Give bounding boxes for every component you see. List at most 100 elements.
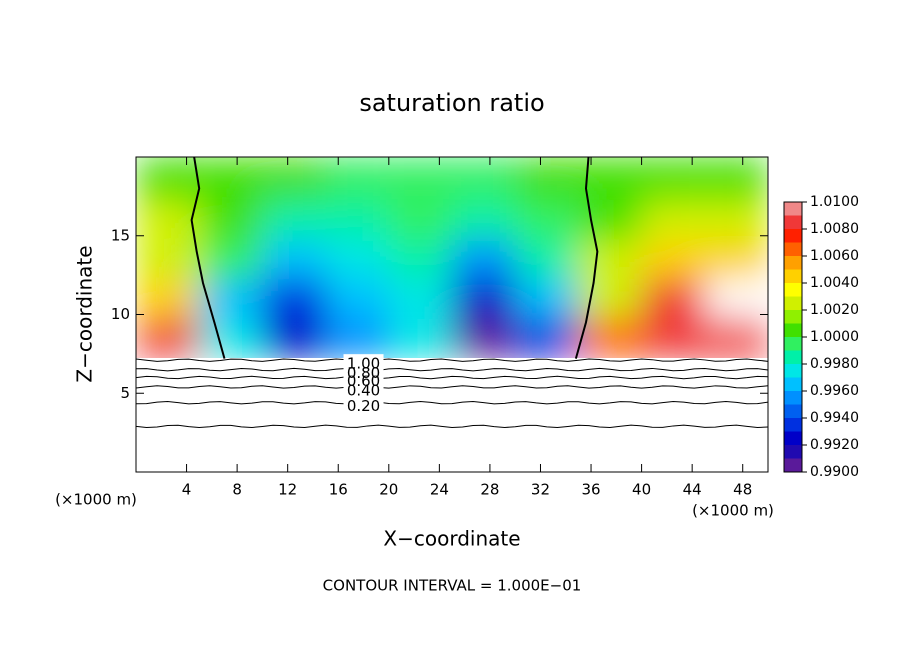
x-tick-label: 20	[379, 481, 398, 499]
x-tick-label: 44	[683, 481, 702, 499]
field-cell	[452, 157, 516, 201]
contour-line	[135, 400, 769, 405]
field-cell	[136, 318, 200, 358]
contour-line	[135, 367, 769, 372]
y-axis-label: Z−coordinate	[73, 245, 97, 382]
contour-label-bg	[343, 380, 384, 393]
unit-contour	[574, 156, 599, 359]
field-cell	[388, 239, 452, 280]
overlay: 4 8 12 16 20 24 28 32 36 40 44 48510150.99000.99200…	[111, 156, 859, 499]
field-cell	[388, 318, 452, 358]
colorbar-band	[784, 404, 802, 418]
colorbar-label: 0.9920	[810, 437, 859, 453]
x-tick-label: 40	[632, 481, 651, 499]
field-cell	[262, 279, 326, 319]
x-tick-label: 8	[232, 481, 242, 499]
contour-line	[135, 375, 769, 380]
field-cell	[199, 157, 263, 201]
field-cell	[704, 279, 768, 319]
field-cell	[515, 200, 579, 240]
field-cell	[136, 279, 200, 319]
field-cell	[704, 318, 768, 358]
contour-label-bg	[343, 354, 384, 367]
contour-label: 0.20	[347, 397, 380, 415]
field-cell	[136, 200, 200, 240]
x-tick-label: 48	[733, 481, 752, 499]
x-unit-label: (×1000 m)	[55, 491, 137, 509]
contour-line	[135, 358, 769, 362]
field-cell	[452, 239, 516, 280]
field-cell	[452, 200, 516, 240]
field-cell	[452, 279, 516, 319]
field-cell	[325, 239, 389, 280]
field-cell	[136, 239, 200, 280]
colorbar-label: 1.0020	[810, 302, 859, 318]
contour-label-bg	[343, 363, 384, 376]
field-cells	[136, 157, 768, 358]
contour-label: 1.00	[347, 355, 380, 373]
field-cell	[136, 157, 200, 201]
colorbar-band	[784, 202, 802, 216]
contour-label: 0.40	[347, 381, 380, 399]
colorbar-band	[784, 458, 802, 472]
colorbar-band	[784, 296, 802, 310]
y-tick-label: 10	[111, 305, 130, 323]
colorbar-band	[784, 310, 802, 324]
x-unit-label: (×1000 m)	[692, 502, 774, 520]
colorbar-band	[784, 215, 802, 229]
contour-line	[135, 424, 769, 429]
colorbar-band	[784, 242, 802, 256]
field-cell	[641, 318, 705, 358]
colorbar-band	[784, 337, 802, 351]
field-cell	[199, 318, 263, 358]
x-tick-label: 12	[278, 481, 297, 499]
x-tick-label: 36	[581, 481, 600, 499]
field-cell	[262, 239, 326, 280]
x-axis-label: X−coordinate	[383, 527, 520, 551]
field	[136, 157, 768, 358]
x-tick-label: 4	[182, 481, 192, 499]
colorbar-label: 1.0080	[810, 221, 859, 237]
x-tick-label: 28	[480, 481, 499, 499]
field-cell	[388, 200, 452, 240]
colorbar-band	[784, 283, 802, 297]
field-cell	[199, 279, 263, 319]
colorbar-band	[784, 431, 802, 445]
field-cell	[388, 279, 452, 319]
y-tick-label: 5	[120, 384, 130, 402]
colorbar-band	[784, 256, 802, 270]
field-cell	[262, 157, 326, 201]
colorbar-label: 0.9940	[810, 410, 859, 426]
field-cell	[515, 157, 579, 201]
colorbar-band	[784, 377, 802, 391]
lower-region: 0.200.400.600.801.00	[135, 354, 769, 472]
field-cell	[641, 157, 705, 201]
colorbar-band	[784, 269, 802, 283]
field-cell	[578, 239, 642, 280]
chart-title: saturation ratio	[359, 89, 544, 117]
y-tick-label: 15	[111, 226, 130, 244]
x-tick-label: 24	[430, 481, 449, 499]
field-cell	[515, 318, 579, 358]
contour-label-bg	[343, 396, 384, 409]
field-cell	[199, 200, 263, 240]
field-cell	[262, 318, 326, 358]
field-cell	[325, 318, 389, 358]
colorbar-label: 1.0100	[810, 194, 859, 210]
unit-contour	[190, 156, 226, 359]
field-cell	[388, 157, 452, 201]
field-cell	[704, 157, 768, 201]
field-cell	[325, 200, 389, 240]
colorbar-label: 1.0040	[810, 275, 859, 291]
field-cell	[704, 239, 768, 280]
field-cell	[641, 279, 705, 319]
colorbar-band	[784, 350, 802, 364]
field-cell	[262, 200, 326, 240]
field-cell	[325, 157, 389, 201]
field-cell	[452, 318, 516, 358]
colorbar-label: 0.9960	[810, 383, 859, 399]
colorbar-band	[784, 323, 802, 337]
colorbar-band	[784, 445, 802, 459]
colorbar-band	[784, 229, 802, 243]
